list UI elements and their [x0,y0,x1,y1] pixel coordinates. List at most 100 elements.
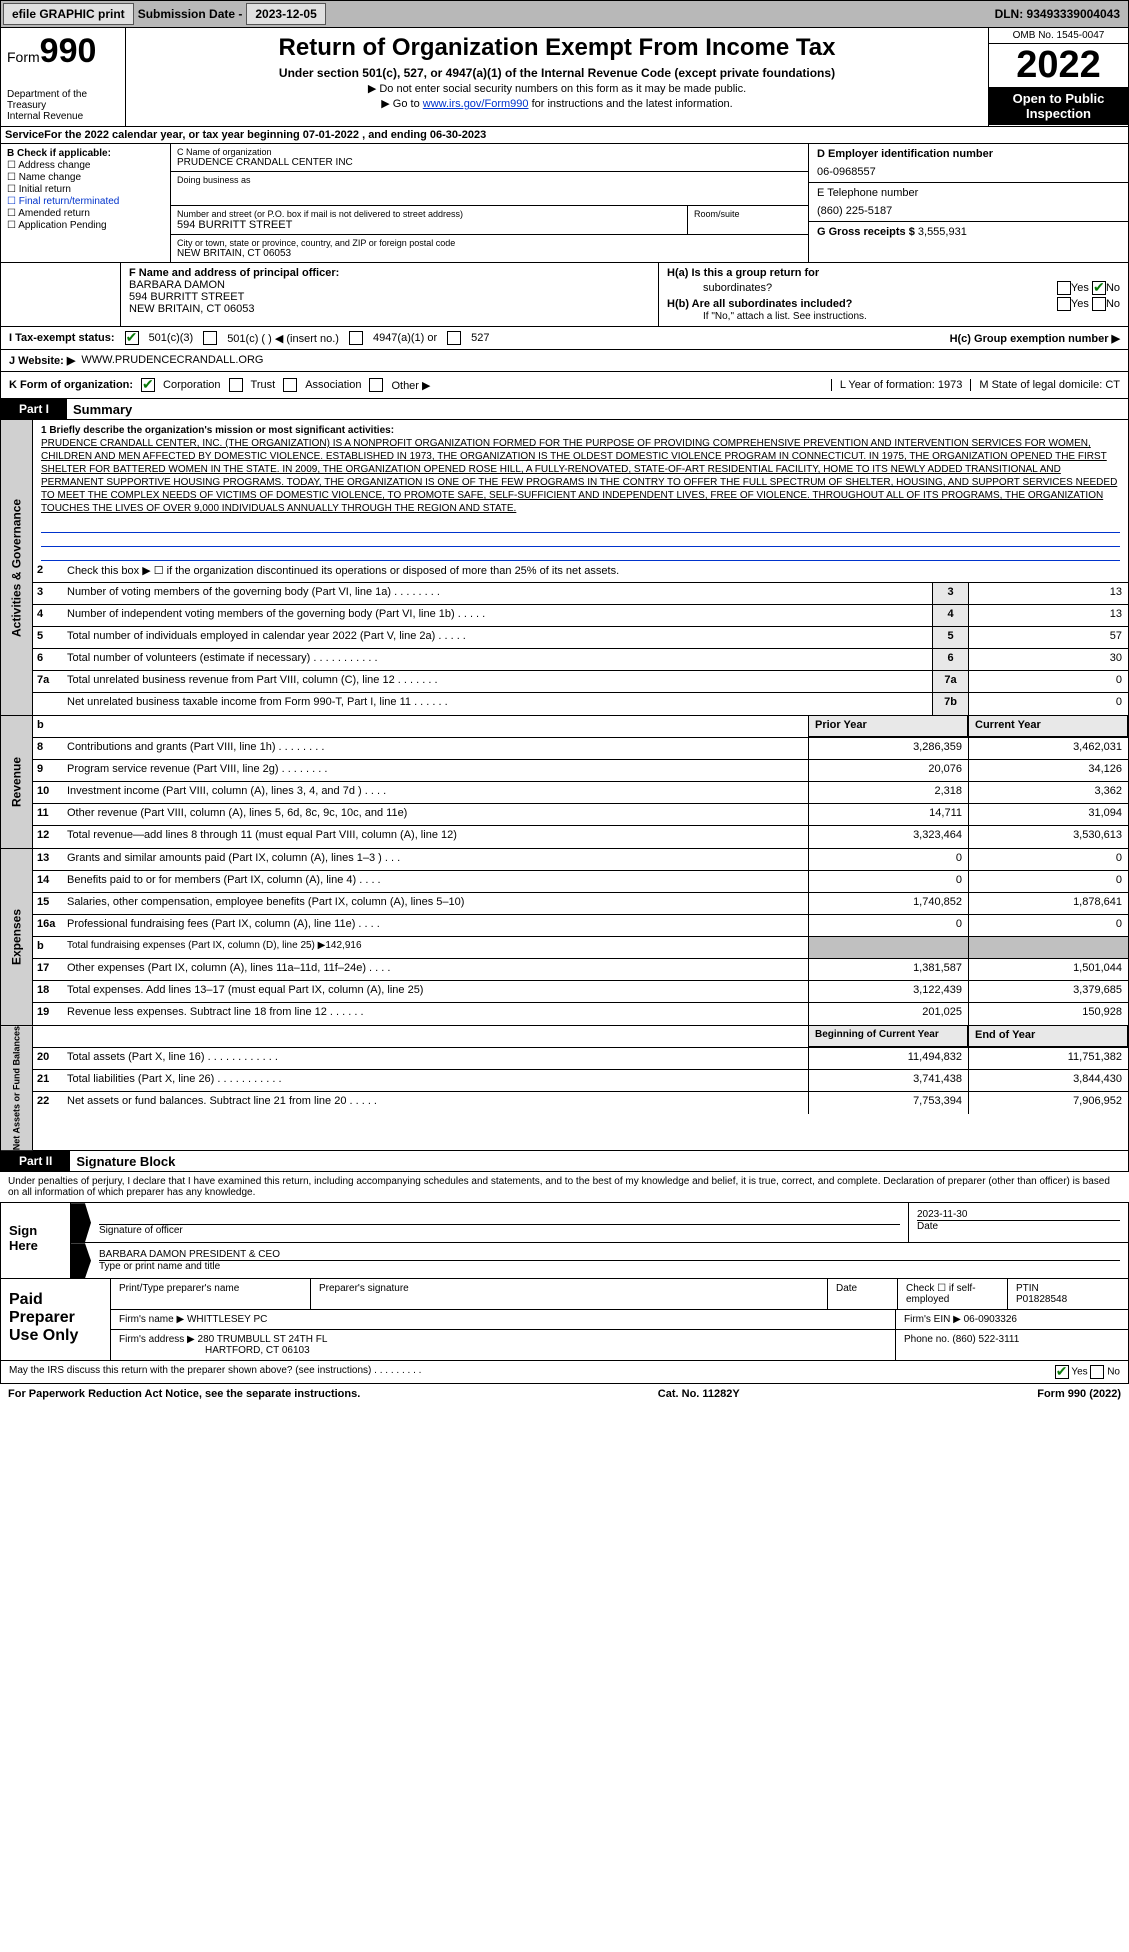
firm-name-label: Firm's name ▶ [119,1314,184,1325]
chk-name-change[interactable]: ☐ Name change [7,172,164,183]
officer-group-block: F Name and address of principal officer:… [0,263,1129,327]
sig-declaration: Under penalties of perjury, I declare th… [0,1172,1129,1203]
part1-title: Summary [67,402,132,417]
ha-sub: subordinates? [703,282,772,294]
efile-print-button[interactable]: efile GRAPHIC print [3,3,134,25]
paid-preparer-label: Paid Preparer Use Only [1,1279,111,1360]
table-row: 22Net assets or fund balances. Subtract … [33,1092,1128,1114]
submission-date: 2023-12-05 [246,3,325,25]
chk-527[interactable] [447,331,461,345]
table-row: 2Check this box ▶ ☐ if the organization … [33,561,1128,583]
sidebar-net: Net Assets or Fund Balances [1,1026,33,1150]
firm-name: WHITTLESEY PC [187,1314,267,1325]
tax-status-row: I Tax-exempt status: 501(c)(3) 501(c) ( … [0,327,1129,350]
table-row: 17Other expenses (Part IX, column (A), l… [33,959,1128,981]
exp-section: Expenses 13Grants and similar amounts pa… [0,849,1129,1026]
sidebar-gov: Activities & Governance [1,420,33,715]
chk-address-change[interactable]: ☐ Address change [7,160,164,171]
form-title: Return of Organization Exempt From Incom… [132,34,982,62]
omb-number: OMB No. 1545-0047 [989,28,1128,44]
hb-yes[interactable] [1057,297,1071,311]
chk-initial-return[interactable]: ☐ Initial return [7,184,164,195]
org-name: PRUDENCE CRANDALL CENTER INC [177,157,802,168]
sig-date: 2023-11-30 [917,1209,1120,1220]
hb-label: H(b) Are all subordinates included? [667,298,852,310]
net-section: Net Assets or Fund Balances Beginning of… [0,1026,1129,1151]
chk-4947[interactable] [349,331,363,345]
prep-date-label: Date [828,1279,898,1309]
part1-tag: Part I [1,399,67,419]
phone-label: E Telephone number [817,187,1120,199]
sig-officer-label: Signature of officer [99,1225,900,1236]
officer-addr2: NEW BRITAIN, CT 06053 [129,303,650,315]
sidebar-exp: Expenses [1,849,33,1025]
prep-name-label: Print/Type preparer's name [111,1279,311,1309]
table-row: 14Benefits paid to or for members (Part … [33,871,1128,893]
form-ref: Form 990 (2022) [1037,1388,1121,1400]
korg-label: K Form of organization: [9,379,133,391]
current-year-hdr: Current Year [968,716,1128,737]
gov-section: Activities & Governance 1 Briefly descri… [0,420,1129,716]
form-header: Form990 Department of the Treasury Inter… [0,28,1129,127]
table-row: 19Revenue less expenses. Subtract line 1… [33,1003,1128,1025]
public-inspection: Open to Public Inspection [989,87,1128,125]
ha-no[interactable] [1092,281,1106,295]
chk-amended[interactable]: ☐ Amended return [7,208,164,219]
firm-ein: 06-0903326 [964,1314,1017,1325]
table-row: 10Investment income (Part VIII, column (… [33,782,1128,804]
goto-note: ▶ Go to www.irs.gov/Form990 for instruct… [132,97,982,110]
sign-here-label: Sign Here [1,1203,71,1278]
website-row: J Website: ▶ WWW.PRUDENCECRANDALL.ORG [0,350,1129,372]
table-row: 20Total assets (Part X, line 16) . . . .… [33,1048,1128,1070]
chk-other[interactable] [369,378,383,392]
website: WWW.PRUDENCECRANDALL.ORG [81,354,263,367]
hc-label: H(c) Group exemption number ▶ [950,332,1120,345]
discuss-no[interactable] [1090,1365,1104,1379]
gross-receipts: 3,555,931 [918,226,967,238]
table-row: 12Total revenue—add lines 8 through 11 (… [33,826,1128,848]
table-row: 5Total number of individuals employed in… [33,627,1128,649]
chk-trust[interactable] [229,378,243,392]
firm-phone-label: Phone no. [904,1334,950,1345]
line-b: b [33,716,63,737]
ha-yes[interactable] [1057,281,1071,295]
arrow-icon [71,1243,91,1278]
ha-label: H(a) Is this a group return for [667,267,819,279]
website-label: J Website: ▶ [9,354,75,367]
prep-sig-label: Preparer's signature [311,1279,828,1309]
chk-501c[interactable] [203,331,217,345]
discuss-yes[interactable] [1055,1365,1069,1379]
hb-no[interactable] [1092,297,1106,311]
discuss-text: May the IRS discuss this return with the… [9,1365,421,1379]
table-row: 18Total expenses. Add lines 13–17 (must … [33,981,1128,1003]
identity-block: B Check if applicable: ☐ Address change … [0,144,1129,263]
table-row: 16aProfessional fundraising fees (Part I… [33,915,1128,937]
paperwork-notice: For Paperwork Reduction Act Notice, see … [8,1388,360,1400]
officer-label: F Name and address of principal officer: [129,267,650,279]
table-row: 7aTotal unrelated business revenue from … [33,671,1128,693]
self-employed-check[interactable]: Check ☐ if self-employed [898,1279,1008,1309]
footer-line: For Paperwork Reduction Act Notice, see … [0,1384,1129,1404]
chk-501c3[interactable] [125,331,139,345]
chk-corp[interactable] [141,378,155,392]
chk-assoc[interactable] [283,378,297,392]
mission-label: 1 Briefly describe the organization's mi… [41,424,1120,437]
gross-receipts-label: G Gross receipts $ [817,226,915,238]
phone: (860) 225-5187 [817,205,1120,217]
chk-app-pending[interactable]: ☐ Application Pending [7,220,164,231]
dept-treasury: Department of the Treasury [7,89,119,111]
irs-link[interactable]: www.irs.gov/Form990 [423,98,529,110]
state-domicile: M State of legal domicile: CT [970,379,1120,391]
irs-label: Internal Revenue [7,111,119,122]
chk-final-return[interactable]: ☐ Final return/terminated [7,196,164,207]
room-label: Room/suite [688,206,808,234]
section-d-e-g: D Employer identification number 06-0968… [808,144,1128,262]
form-subtitle: Under section 501(c), 527, or 4947(a)(1)… [132,66,982,80]
firm-ein-label: Firm's EIN ▶ [904,1314,961,1325]
table-row: 15Salaries, other compensation, employee… [33,893,1128,915]
section-c: C Name of organization PRUDENCE CRANDALL… [171,144,808,262]
table-row: 13Grants and similar amounts paid (Part … [33,849,1128,871]
discuss-row: May the IRS discuss this return with the… [0,1361,1129,1384]
submission-date-label: Submission Date - [138,7,243,21]
prior-year-hdr: Prior Year [808,716,968,737]
